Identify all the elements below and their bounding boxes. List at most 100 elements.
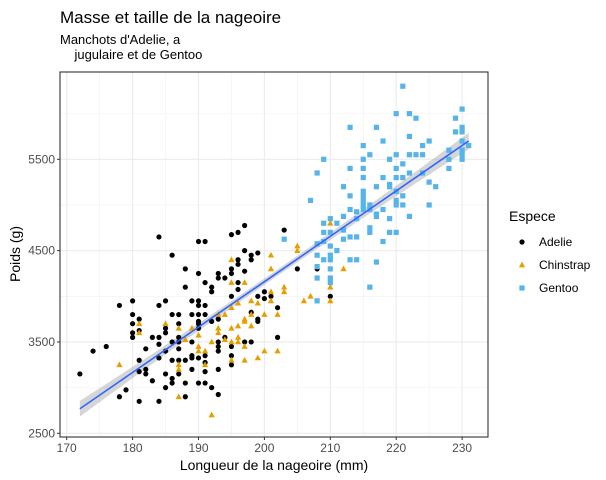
point-gentoo xyxy=(419,152,426,158)
point-gentoo xyxy=(340,236,347,242)
point-gentoo xyxy=(393,165,399,172)
point-adelie xyxy=(202,353,208,359)
point-adelie xyxy=(215,348,221,354)
point-chinstrap xyxy=(201,347,209,354)
point-adelie xyxy=(176,311,182,318)
legend-title: Espece xyxy=(509,208,556,224)
point-adelie xyxy=(215,270,221,277)
point-adelie xyxy=(202,279,208,286)
point-chinstrap xyxy=(136,329,143,336)
point-gentoo xyxy=(327,229,333,235)
point-gentoo xyxy=(393,229,399,235)
legend-key-gentoo xyxy=(519,285,525,291)
point-chinstrap xyxy=(175,365,182,372)
point-gentoo xyxy=(459,106,465,112)
point-chinstrap xyxy=(261,311,268,317)
point-adelie xyxy=(209,385,215,391)
point-adelie xyxy=(215,316,221,322)
axis-ticks: 170 180 190 200 210 220 230 2500 3500 4500 5500 xyxy=(28,152,472,455)
point-adelie xyxy=(182,266,188,272)
point-chinstrap xyxy=(234,338,242,345)
point-gentoo xyxy=(452,115,459,121)
point-gentoo xyxy=(373,259,380,265)
point-adelie xyxy=(228,343,235,350)
point-chinstrap xyxy=(294,247,301,253)
point-adelie xyxy=(228,353,235,359)
point-adelie xyxy=(116,302,123,309)
x-tick-label: 190 xyxy=(188,441,208,455)
point-gentoo xyxy=(466,143,472,149)
point-gentoo xyxy=(380,138,386,144)
point-adelie xyxy=(235,286,241,293)
point-adelie xyxy=(156,334,162,340)
point-chinstrap xyxy=(208,338,215,345)
point-adelie xyxy=(176,357,182,363)
point-adelie xyxy=(242,339,248,345)
point-adelie xyxy=(130,321,136,327)
point-gentoo xyxy=(321,257,327,263)
point-adelie xyxy=(195,355,202,361)
point-adelie xyxy=(136,316,142,322)
point-adelie xyxy=(189,339,195,345)
point-adelie xyxy=(202,369,208,375)
point-chinstrap xyxy=(241,318,248,324)
point-adelie xyxy=(143,346,149,352)
point-adelie xyxy=(123,387,129,393)
point-gentoo xyxy=(426,138,432,144)
point-adelie xyxy=(130,334,136,340)
point-adelie xyxy=(195,321,202,327)
point-gentoo xyxy=(413,115,419,121)
point-gentoo xyxy=(406,170,412,176)
point-gentoo xyxy=(360,206,366,213)
point-gentoo xyxy=(400,202,406,208)
point-adelie xyxy=(162,371,169,377)
point-gentoo xyxy=(347,193,353,199)
point-gentoo xyxy=(387,156,393,162)
point-adelie xyxy=(116,394,123,400)
point-gentoo xyxy=(327,243,333,249)
point-gentoo xyxy=(360,156,366,162)
point-chinstrap xyxy=(274,347,281,354)
point-gentoo xyxy=(367,202,373,208)
point-gentoo xyxy=(380,238,386,245)
point-gentoo xyxy=(327,275,333,281)
point-adelie xyxy=(156,234,162,240)
legend-label-gentoo: Gentoo xyxy=(539,281,579,295)
point-chinstrap xyxy=(234,334,242,340)
point-adelie xyxy=(130,330,136,336)
point-gentoo xyxy=(400,174,406,181)
point-adelie xyxy=(189,311,195,318)
point-gentoo xyxy=(446,156,452,162)
point-gentoo xyxy=(426,179,432,185)
point-gentoo xyxy=(387,216,393,222)
y-tick-label: 3500 xyxy=(28,335,55,349)
point-gentoo xyxy=(433,184,439,190)
point-adelie xyxy=(235,261,241,267)
x-tick-label: 230 xyxy=(452,441,472,455)
data-points xyxy=(77,83,472,418)
y-tick-label: 5500 xyxy=(28,152,55,166)
point-gentoo xyxy=(380,174,386,181)
point-gentoo xyxy=(419,143,426,149)
point-adelie xyxy=(235,279,241,286)
point-chinstrap xyxy=(162,320,169,327)
point-gentoo xyxy=(393,152,399,158)
point-adelie xyxy=(182,380,188,386)
point-gentoo xyxy=(373,124,380,130)
point-gentoo xyxy=(380,206,386,213)
y-tick-label: 2500 xyxy=(28,426,55,440)
point-adelie xyxy=(189,298,195,304)
x-axis-label: Longueur de la nageoire (mm) xyxy=(180,457,368,473)
point-adelie xyxy=(274,305,281,311)
point-adelie xyxy=(274,334,281,340)
point-adelie xyxy=(215,391,221,398)
point-adelie xyxy=(176,346,182,352)
point-chinstrap xyxy=(241,279,248,285)
point-gentoo xyxy=(406,111,412,117)
point-adelie xyxy=(268,293,274,299)
point-adelie xyxy=(195,238,202,245)
point-gentoo xyxy=(459,156,465,162)
point-adelie xyxy=(136,357,142,363)
point-adelie xyxy=(202,311,208,318)
point-gentoo xyxy=(360,197,366,203)
